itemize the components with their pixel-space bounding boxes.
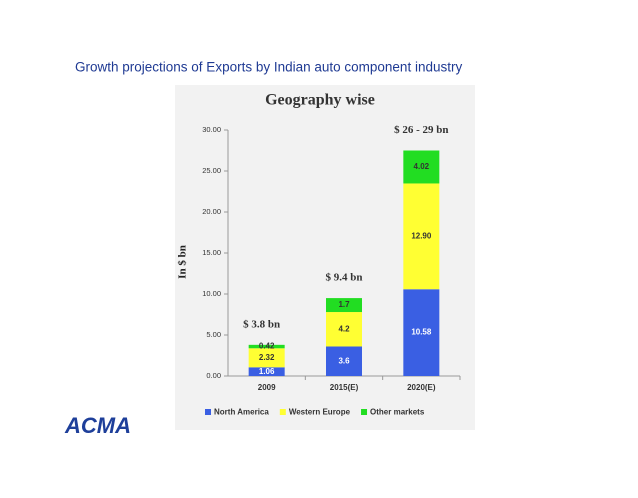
slide-title: Growth projections of Exports by Indian …: [75, 60, 462, 75]
annotation: $ 9.4 bn: [326, 272, 363, 284]
legend-label: North America: [214, 408, 269, 417]
value-label: 1.7: [338, 300, 350, 309]
bar-segment: [403, 183, 440, 290]
bar-segment: [248, 367, 285, 376]
bar-segment: [326, 298, 362, 313]
y-tick-label: 15.00: [202, 248, 221, 257]
y-tick-label: 25.00: [202, 166, 221, 175]
value-label: 1.06: [259, 367, 275, 376]
value-label: 12.90: [411, 231, 432, 240]
y-tick-label: 20.00: [202, 207, 221, 216]
y-tick-label: 10.00: [202, 289, 221, 298]
logo: ACMA: [64, 413, 131, 438]
bar-segment: [403, 289, 440, 376]
legend-swatch: [361, 409, 368, 415]
bar-segment: [248, 344, 285, 349]
y-axis-label: In $ bn: [177, 245, 189, 279]
value-label: 10.58: [411, 328, 432, 337]
value-label: 3.6: [338, 356, 350, 365]
value-label: 4.02: [414, 162, 430, 171]
legend-swatch: [205, 409, 211, 415]
bar-segment: [403, 150, 440, 184]
x-tick-label: 2015(E): [330, 383, 359, 392]
bar-segment: [326, 346, 362, 376]
annotation: $ 3.8 bn: [243, 318, 280, 330]
value-label: 2.32: [259, 353, 275, 362]
bar-segment: [326, 312, 362, 347]
annotation: $ 26 - 29 bn: [394, 124, 448, 136]
x-tick-label: 2009: [258, 383, 276, 392]
value-label: 0.42: [259, 342, 275, 351]
y-tick-label: 0.00: [206, 371, 221, 380]
x-tick-label: 2020(E): [407, 383, 436, 392]
legend-label: Western Europe: [289, 408, 351, 417]
chart-title: Geography wise: [265, 92, 375, 109]
legend-label: Other markets: [370, 408, 425, 417]
legend-swatch: [279, 409, 286, 415]
y-tick-label: 5.00: [206, 330, 221, 339]
y-tick-label: 30.00: [202, 125, 221, 134]
value-label: 4.2: [338, 324, 350, 333]
bar-segment: [248, 348, 285, 368]
